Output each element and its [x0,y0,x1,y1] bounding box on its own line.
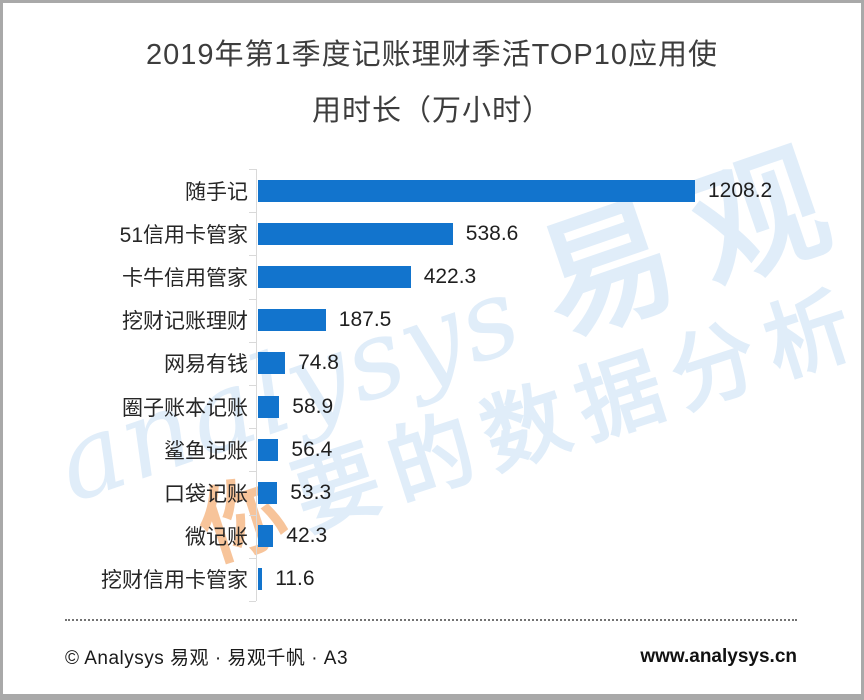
y-axis-line [256,169,257,601]
bar-row: 51信用卡管家 538.6 [3,212,861,255]
bar [258,438,279,461]
website-link[interactable]: www.analysys.cn [640,645,797,667]
bar-track: 74.8 [258,351,861,375]
bar [258,395,280,418]
category-label: 挖财记账理财 [122,310,248,334]
bar [258,481,278,504]
axis-tick [249,298,256,300]
bar [258,265,411,288]
category-label: 挖财信用卡管家 [101,569,248,593]
category-label: 网易有钱 [164,353,248,377]
value-label: 11.6 [275,567,315,591]
value-label: 422.3 [423,264,477,288]
value-label: 187.5 [338,308,392,332]
bar-row: 网易有钱 74.8 [3,342,861,385]
bar [258,222,453,245]
value-label: 42.3 [286,524,328,548]
category-label: 圈子账本记账 [122,396,248,420]
bar-track: 422.3 [258,265,861,289]
bar-row: 鲨鱼记账 56.4 [3,428,861,471]
category-label: 卡牛信用管家 [122,266,248,290]
value-label: 53.3 [290,480,332,504]
copyright-text: © Analysys 易观 · 易观千帆 · A3 [65,648,349,669]
category-label: 随手记 [185,180,248,204]
bar-track: 538.6 [258,222,861,246]
axis-tick [249,471,256,473]
bar-track: 53.3 [258,481,861,505]
value-label: 58.9 [292,394,334,418]
bar-row: 微记账 42.3 [3,515,861,558]
bar [258,309,326,332]
bar-track: 58.9 [258,395,861,419]
value-label: 56.4 [291,437,333,461]
bar-row: 圈子账本记账 58.9 [3,385,861,428]
bar-row: 卡牛信用管家 422.3 [3,255,861,298]
bar [258,352,286,375]
value-label: 74.8 [298,351,339,375]
axis-tick [249,255,256,257]
footer: © Analysys 易观 · 易观千帆 · A3 www.analysys.c… [65,643,797,670]
chart-title: 2019年第1季度记账理财季活TOP10应用使 用时长（万小时） [3,27,861,139]
value-label: 538.6 [465,221,519,245]
axis-tick [249,341,256,343]
footer-divider [65,619,797,621]
chart-title-line2: 用时长（万小时） [311,95,552,127]
bar-track: 1208.2 [258,179,861,203]
bar-track: 11.6 [258,567,861,591]
bar [258,525,274,548]
category-label: 口袋记账 [164,482,248,506]
axis-tick [249,601,256,602]
bar [258,568,263,591]
axis-tick [249,514,256,516]
bar-track: 42.3 [258,524,861,548]
bar-track: 187.5 [258,308,861,332]
category-label: 鲨鱼记账 [164,439,248,463]
value-label: 1208.2 [708,178,773,202]
category-label: 微记账 [185,526,248,550]
bar [258,179,695,202]
axis-tick [249,385,256,386]
bar-row: 口袋记账 53.3 [3,471,861,514]
axis-tick [249,428,256,430]
bar-track: 56.4 [258,438,861,462]
bar-row: 随手记 1208.2 [3,169,861,212]
chart-title-line1: 2019年第1季度记账理财季活TOP10应用使 [146,39,718,71]
bar-row: 挖财记账理财 187.5 [3,299,861,342]
bar-rows: 随手记 1208.2 51信用卡管家 538.6 卡牛信用管家 422.3 挖财记账理财 18… [3,169,861,601]
axis-tick [249,212,256,214]
axis-tick [249,169,256,170]
category-label: 51信用卡管家 [119,223,248,247]
axis-tick [249,557,256,559]
bar-row: 挖财信用卡管家 11.6 [3,558,861,601]
